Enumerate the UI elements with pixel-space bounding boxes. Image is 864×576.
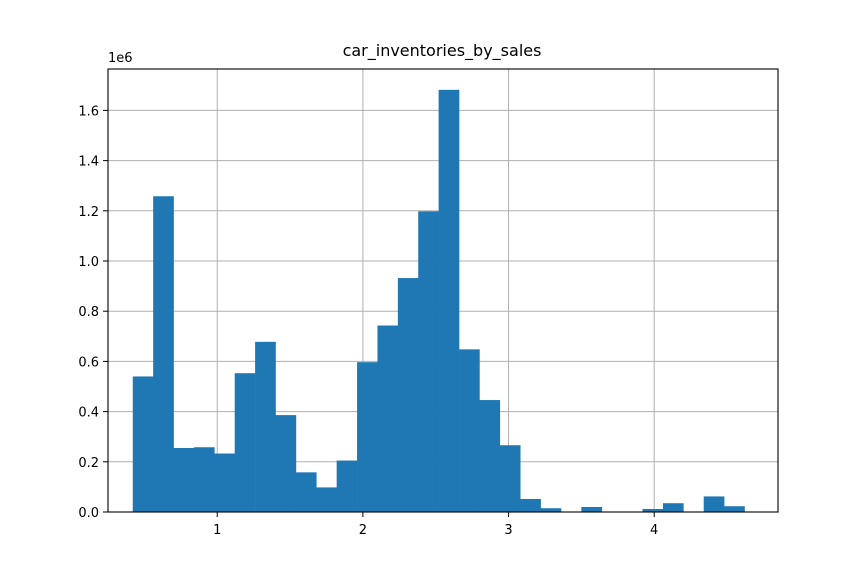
histogram-bar <box>520 498 541 512</box>
x-tick-label: 1 <box>213 523 221 538</box>
y-tick-label: 0.8 <box>78 305 99 320</box>
y-tick-label: 0.2 <box>78 456 99 471</box>
histogram-bar <box>499 445 521 512</box>
histogram-bar <box>153 196 174 512</box>
histogram-bar <box>275 415 297 512</box>
y-tick-label: 1.6 <box>78 104 99 119</box>
y-tick-label: 1.0 <box>78 255 99 270</box>
x-tick-label: 2 <box>359 523 367 538</box>
y-tick-label: 1.4 <box>78 155 99 170</box>
histogram-bar <box>459 349 480 512</box>
y-tick-label: 0.6 <box>78 355 99 370</box>
histogram-bar <box>540 508 562 512</box>
histogram-bar <box>397 278 419 512</box>
y-offset-label: 1e6 <box>108 51 133 66</box>
histogram-bar <box>642 508 664 512</box>
histogram-bar <box>336 460 358 512</box>
histogram-bar <box>255 341 276 512</box>
histogram-bar <box>357 362 378 512</box>
plot-frame <box>107 68 779 513</box>
histogram-bar <box>418 211 439 512</box>
histogram-bar <box>703 496 725 512</box>
histogram-bar <box>173 447 195 512</box>
histogram-bar <box>193 447 215 512</box>
histogram-bar <box>438 89 460 512</box>
histogram-bar <box>295 472 317 512</box>
histogram-bar <box>377 325 399 512</box>
histogram-bar <box>316 487 337 512</box>
histogram-bar <box>724 506 745 512</box>
y-tick-label: 0.4 <box>78 406 99 421</box>
histogram-bar <box>479 400 501 512</box>
x-tick-label: 4 <box>650 523 658 538</box>
histogram-bar <box>214 453 236 512</box>
histogram-bars <box>132 89 745 512</box>
histogram-bar <box>662 503 684 512</box>
chart-title: car_inventories_by_sales <box>343 41 542 61</box>
histogram-bar <box>581 506 603 512</box>
axis-ticks: 1 2 3 4 0.0 0.2 0.4 0.6 0.8 1.0 1.2 1.4 1.6 <box>78 104 658 538</box>
y-tick-label: 1.2 <box>78 205 99 220</box>
y-tick-label: 0.0 <box>78 506 99 521</box>
x-tick-label: 3 <box>504 523 512 538</box>
histogram-bar <box>234 373 256 512</box>
histogram-bar <box>132 376 154 512</box>
